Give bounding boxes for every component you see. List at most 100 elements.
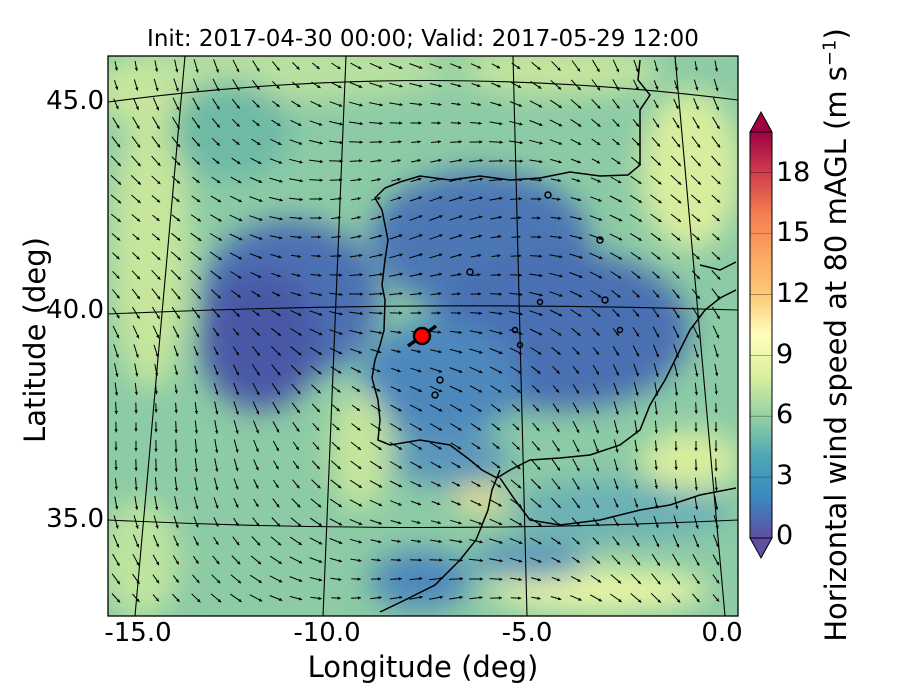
wind-arrowhead <box>397 159 401 163</box>
wind-arrowhead <box>696 295 700 299</box>
wind-arrowhead <box>235 504 239 508</box>
wind-arrowhead <box>636 561 641 566</box>
wind-arrowhead <box>654 448 658 452</box>
wind-arrowhead <box>174 468 178 472</box>
wind-arrowhead <box>298 560 303 564</box>
wind-arrowhead <box>174 449 178 453</box>
wind-arrowhead <box>155 561 159 566</box>
wind-arrowhead <box>297 273 301 277</box>
wind-arrowhead <box>295 446 299 451</box>
wind-arrowhead <box>216 160 220 164</box>
wind-arrowhead <box>716 256 721 260</box>
wind-arrowhead <box>194 468 199 472</box>
wind-arrowhead <box>539 312 543 316</box>
wind-arrowhead <box>257 561 262 565</box>
wind-arrowhead <box>399 65 403 69</box>
wind-arrowhead <box>336 446 341 450</box>
wind-arrowhead <box>317 370 322 375</box>
wind-arrowhead <box>298 122 302 126</box>
wind-arrowhead <box>114 447 118 451</box>
wind-arrowhead <box>116 275 120 279</box>
wind-arrowhead <box>157 180 161 185</box>
wind-arrowhead <box>517 484 522 489</box>
wind-arrowhead <box>558 123 563 127</box>
wind-arrowhead <box>256 542 261 546</box>
wind-arrowhead <box>357 216 361 220</box>
wind-arrowhead <box>656 333 659 338</box>
wind-arrowhead <box>255 503 259 507</box>
wind-arrowhead <box>356 407 360 411</box>
wind-arrowhead <box>497 484 501 488</box>
wind-arrowhead <box>217 598 222 603</box>
wind-arrowhead <box>336 407 340 412</box>
x-axis-label: Longitude (deg) <box>307 650 539 684</box>
wind-arrowhead <box>338 540 343 544</box>
wind-arrowhead <box>398 215 402 219</box>
wind-arrowhead <box>694 392 698 396</box>
wind-arrowhead <box>235 430 239 434</box>
wind-arrowhead <box>319 159 323 164</box>
wind-arrowhead <box>255 429 259 434</box>
wind-arrowhead <box>539 293 543 297</box>
wind-arrowhead <box>634 449 639 453</box>
wind-arrowhead <box>116 580 120 585</box>
wind-arrowhead <box>297 504 301 508</box>
wind-arrowhead <box>538 332 543 336</box>
wind-arrowhead <box>117 200 122 204</box>
colorbar-tick-label: 9 <box>776 339 794 370</box>
wind-arrowhead <box>518 522 523 526</box>
wind-arrowhead <box>358 66 362 69</box>
wind-arrowhead <box>337 370 342 374</box>
wind-arrowhead <box>657 237 662 241</box>
wind-arrowhead <box>399 595 403 600</box>
wind-arrowhead <box>458 234 463 238</box>
wind-arrowhead <box>616 542 620 546</box>
wind-arrowhead <box>458 389 463 393</box>
wind-arrowhead <box>577 198 582 202</box>
wind-arrowhead <box>518 197 522 201</box>
wind-arrowhead <box>238 218 243 222</box>
wind-arrowhead <box>634 467 639 471</box>
x-tick-label: 0.0 <box>701 618 743 648</box>
wind-arrowhead <box>676 562 680 566</box>
wind-arrowhead <box>717 276 721 280</box>
wind-arrowhead <box>418 369 422 373</box>
wind-arrowhead <box>616 68 620 73</box>
wind-arrowhead <box>196 124 200 129</box>
wind-arrowhead <box>215 332 219 337</box>
wind-arrowhead <box>174 390 178 394</box>
wind-arrowhead <box>236 541 240 546</box>
wind-arrowhead <box>516 408 520 412</box>
wind-arrowhead <box>557 559 561 563</box>
wind-arrowhead <box>437 330 442 334</box>
wind-arrowhead <box>498 234 502 239</box>
wind-arrowhead <box>216 142 220 146</box>
wind-arrowhead <box>634 485 639 489</box>
wind-arrowhead <box>359 140 363 144</box>
wind-arrowhead <box>298 578 303 582</box>
wind-arrowhead <box>276 429 279 433</box>
wind-arrowhead <box>339 331 343 335</box>
wind-arrowhead <box>657 162 661 166</box>
wind-arrowhead <box>538 178 542 182</box>
wind-arrowhead <box>238 237 243 241</box>
wind-arrowhead <box>117 181 122 185</box>
wind-arrowhead <box>155 106 159 111</box>
wind-arrowhead <box>218 237 222 241</box>
wind-arrowhead <box>115 354 119 358</box>
wind-arrowhead <box>378 521 382 525</box>
wind-arrowhead <box>418 311 422 315</box>
wind-arrowhead <box>215 505 219 509</box>
wind-arrowhead <box>617 160 621 165</box>
wind-arrowhead <box>156 144 161 148</box>
wind-arrowhead <box>318 522 322 526</box>
wind-arrowhead <box>379 121 383 125</box>
wind-arrowhead <box>114 486 118 490</box>
wind-arrowhead <box>696 125 700 129</box>
wind-arrowhead <box>137 199 141 203</box>
wind-arrowhead <box>418 121 422 125</box>
wind-arrowhead <box>655 294 660 298</box>
wind-arrowhead <box>114 467 118 471</box>
wind-arrowhead <box>418 177 422 181</box>
